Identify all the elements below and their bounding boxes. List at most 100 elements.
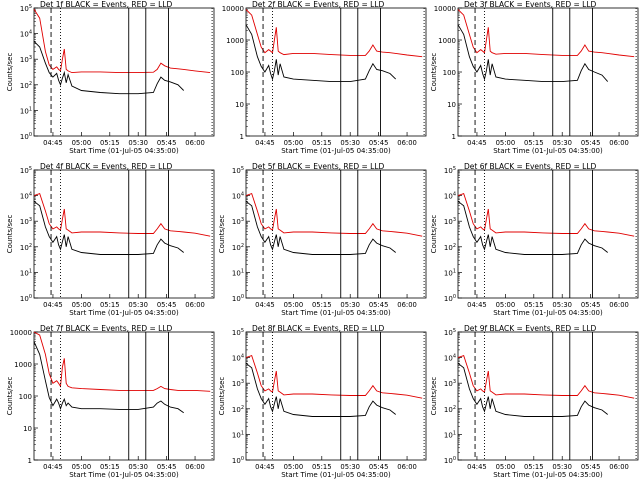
x-tick-label: 04:45 — [467, 139, 487, 147]
y-tick-label: 102 — [20, 243, 32, 252]
panel-title: Det 9f BLACK = Events, RED = LLD — [464, 324, 597, 333]
y-tick-label: 100 — [232, 456, 244, 465]
y-tick-label: 100 — [19, 393, 32, 401]
y-tick-label: 105 — [20, 4, 32, 13]
panel-title: Det 8f BLACK = Events, RED = LLD — [252, 324, 385, 333]
y-tick-label: 101 — [20, 268, 32, 277]
y-tick-label: 1000 — [226, 37, 244, 45]
y-tick-label: 104 — [20, 30, 32, 39]
plot-frame — [33, 331, 215, 461]
x-tick-label: 05:30 — [128, 301, 148, 309]
y-tick-label: 1000 — [438, 37, 456, 45]
y-tick-label: 102 — [20, 81, 32, 90]
x-tick-label: 05:30 — [340, 463, 360, 471]
x-axis-label: Start Time (01-Jul-05 04:35:00) — [493, 309, 603, 317]
panel-det-6: Det 6f BLACK = Events, RED = LLD 100 101 10… — [430, 162, 639, 317]
x-tick-label: 05:30 — [340, 301, 360, 309]
y-tick-label: 101 — [20, 106, 32, 115]
series-line-lld — [457, 193, 635, 237]
x-axis-label: Start Time (01-Jul-05 04:35:00) — [69, 147, 179, 155]
series-line-lld — [245, 193, 423, 237]
panel-title: Det 2f BLACK = Events, RED = LLD — [252, 0, 385, 9]
x-axis-label: Start Time (01-Jul-05 04:35:00) — [493, 147, 603, 155]
x-tick-label: 04:45 — [467, 301, 487, 309]
panel-det-2: Det 2f BLACK = Events, RED = LLD 1 10 100 10… — [222, 0, 427, 155]
y-tick-label: 100 — [232, 294, 244, 303]
y-tick-label: 105 — [444, 328, 456, 337]
y-tick-label: 103 — [444, 217, 456, 226]
y-tick-label: 105 — [444, 166, 456, 175]
x-axis-label: Start Time (01-Jul-05 04:35:00) — [69, 471, 179, 479]
panel-title: Det 1f BLACK = Events, RED = LLD — [40, 0, 173, 9]
y-tick-label: 100 — [20, 132, 32, 141]
x-tick-label: 05:00 — [284, 463, 304, 471]
series-line-events — [33, 341, 184, 414]
series-line-events — [457, 200, 608, 255]
panel-det-8: Det 8f BLACK = Events, RED = LLD 100 101 10… — [218, 324, 427, 479]
panel-det-1: Det 1f BLACK = Events, RED = LLD 100 101 10… — [6, 0, 215, 155]
x-tick-label: 05:00 — [496, 139, 516, 147]
x-tick-label: 05:00 — [284, 139, 304, 147]
series-line-events — [457, 24, 609, 83]
panel-title: Det 6f BLACK = Events, RED = LLD — [464, 162, 597, 171]
y-tick-label: 102 — [444, 405, 456, 414]
plot-frame — [457, 7, 639, 137]
x-tick-label: 04:45 — [255, 139, 275, 147]
series-line-events — [33, 200, 184, 255]
panel-title: Det 5f BLACK = Events, RED = LLD — [252, 162, 385, 171]
x-tick-label: 05:45 — [369, 463, 389, 471]
x-tick-label: 05:00 — [72, 463, 92, 471]
series-line-events — [245, 24, 397, 83]
x-tick-label: 05:15 — [524, 301, 544, 309]
x-tick-label: 05:15 — [312, 463, 332, 471]
y-tick-label: 1 — [28, 457, 32, 465]
x-tick-label: 05:00 — [72, 139, 92, 147]
y-axis-label: Counts/sec — [6, 215, 14, 254]
y-tick-label: 100 — [443, 69, 456, 77]
y-axis-label: Counts/sec — [430, 377, 438, 416]
y-axis-label: Counts/sec — [218, 215, 226, 254]
y-tick-label: 105 — [20, 166, 32, 175]
plot-frame — [245, 169, 427, 299]
x-tick-label: 05:45 — [369, 139, 389, 147]
x-tick-label: 05:15 — [524, 139, 544, 147]
x-tick-label: 04:45 — [255, 463, 275, 471]
x-tick-label: 05:30 — [552, 139, 572, 147]
x-tick-label: 06:00 — [609, 301, 629, 309]
panel-title: Det 3f BLACK = Events, RED = LLD — [464, 0, 597, 9]
x-tick-label: 05:15 — [100, 463, 120, 471]
x-tick-label: 05:30 — [552, 301, 572, 309]
x-tick-label: 04:45 — [43, 463, 63, 471]
x-tick-label: 06:00 — [185, 301, 205, 309]
x-tick-label: 06:00 — [609, 139, 629, 147]
x-tick-label: 05:30 — [128, 139, 148, 147]
y-tick-label: 1 — [240, 133, 244, 141]
plot-frame — [245, 331, 427, 461]
x-tick-label: 05:45 — [581, 301, 601, 309]
x-tick-label: 06:00 — [609, 463, 629, 471]
x-tick-label: 05:30 — [552, 463, 572, 471]
series-line-lld — [33, 331, 211, 392]
x-axis-label: Start Time (01-Jul-05 04:35:00) — [69, 309, 179, 317]
plot-frame — [457, 169, 639, 299]
y-tick-label: 1 — [452, 133, 456, 141]
panel-title: Det 7f BLACK = Events, RED = LLD — [40, 324, 173, 333]
y-tick-label: 105 — [232, 328, 244, 337]
x-tick-label: 06:00 — [397, 463, 417, 471]
y-axis-label: Counts/sec — [430, 53, 438, 92]
series-line-lld — [245, 9, 423, 58]
x-tick-label: 05:00 — [284, 301, 304, 309]
x-tick-label: 05:45 — [157, 301, 177, 309]
x-tick-label: 04:45 — [467, 463, 487, 471]
y-axis-label: Counts/sec — [6, 377, 14, 416]
x-tick-label: 06:00 — [185, 139, 205, 147]
plot-frame — [245, 7, 427, 137]
y-tick-label: 10 — [23, 425, 32, 433]
plot-frame — [33, 169, 215, 299]
panel-det-5: Det 5f BLACK = Events, RED = LLD 100 101 10… — [218, 162, 427, 317]
y-axis-label: Counts/sec — [218, 377, 226, 416]
y-tick-label: 10000 — [10, 329, 32, 337]
panel-title: Det 4f BLACK = Events, RED = LLD — [40, 162, 173, 171]
y-tick-label: 102 — [232, 405, 244, 414]
